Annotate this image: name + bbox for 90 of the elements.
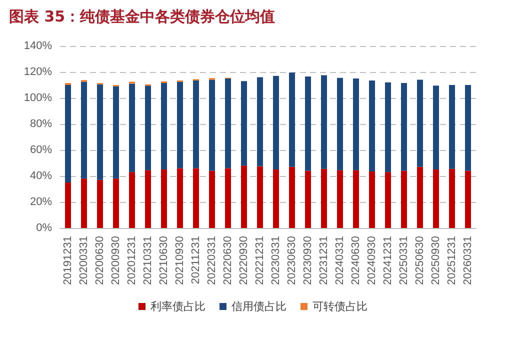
x-tick-label: 20240930: [366, 236, 378, 285]
bar: [81, 178, 87, 228]
bar: [225, 78, 231, 168]
bar: [129, 172, 135, 228]
bar: [193, 168, 199, 228]
bar: [97, 180, 103, 228]
bar: [433, 86, 439, 170]
bar: [129, 84, 135, 172]
bar: [273, 76, 279, 170]
x-tick-label: 20221231: [254, 236, 266, 285]
bar: [385, 172, 391, 228]
x-tick-label: 20230930: [302, 236, 314, 285]
x-tick-label: 20230331: [270, 236, 282, 285]
x-tick-label: 20220630: [222, 236, 234, 285]
bar: [161, 83, 167, 170]
bar: [161, 170, 167, 228]
bar: [385, 82, 391, 172]
x-tick-label: 20200930: [110, 236, 122, 285]
bar: [449, 168, 455, 228]
x-tick-label: 20191231: [62, 236, 74, 285]
bar: [113, 86, 119, 179]
x-tick-label: 20250930: [430, 236, 442, 285]
x-tick-label: 20201231: [126, 236, 138, 285]
legend-label: 信用债占比: [232, 300, 286, 313]
bar: [417, 80, 423, 167]
bar: [321, 168, 327, 228]
x-tick-label: 20250630: [414, 236, 426, 285]
bar: [369, 80, 375, 172]
bar: [145, 86, 151, 170]
x-tick-label: 20231231: [318, 236, 330, 285]
bar: [353, 78, 359, 170]
x-tick-label: 20230630: [286, 236, 298, 285]
x-tick-label: 20240331: [334, 236, 346, 285]
x-tick-label: 20220331: [206, 236, 218, 285]
bar: [337, 78, 343, 170]
bar: [209, 170, 215, 228]
x-tick-label: 20251231: [446, 236, 458, 285]
x-tick-label: 20250331: [398, 236, 410, 285]
y-tick-label: 60%: [30, 144, 52, 156]
x-tick-label: 20260331: [462, 236, 474, 285]
bar: [401, 83, 407, 171]
bar: [81, 82, 87, 179]
y-tick-label: 120%: [24, 66, 52, 78]
legend-label: 利率债占比: [150, 300, 206, 313]
bar: [65, 182, 71, 228]
bar: [321, 75, 327, 169]
chart-title: 图表 35：纯债基金中各类债券仓位均值: [9, 8, 276, 26]
bar: [257, 166, 263, 228]
x-tick-label: 20210630: [158, 236, 170, 285]
bar: [417, 166, 423, 228]
bar: [177, 82, 183, 168]
x-tick-label: 20211231: [190, 236, 202, 284]
bar: [65, 85, 71, 182]
legend-label: 可转债占比: [312, 300, 368, 313]
bar: [257, 77, 263, 166]
bar: [97, 84, 103, 180]
bar: [193, 80, 199, 168]
bar: [369, 171, 375, 228]
y-tick-label: 40%: [30, 170, 52, 182]
bar: [145, 170, 151, 228]
bar: [449, 85, 455, 169]
bar: [273, 170, 279, 228]
bar: [177, 168, 183, 228]
bar: [289, 166, 295, 228]
bar: [305, 170, 311, 228]
bar: [241, 166, 247, 228]
y-tick-label: 100%: [24, 92, 52, 104]
y-tick-label: 0%: [36, 222, 52, 234]
x-tick-label: 20241231: [382, 236, 394, 285]
bar: [305, 76, 311, 171]
x-tick-label: 20200630: [94, 236, 106, 285]
bar: [433, 170, 439, 228]
y-tick-label: 20%: [30, 196, 52, 208]
bar: [113, 178, 119, 228]
x-tick-label: 20240630: [350, 236, 362, 285]
bar: [241, 81, 247, 166]
bar: [289, 72, 295, 167]
y-tick-label: 80%: [30, 118, 52, 130]
bar: [401, 170, 407, 228]
bar: [465, 170, 471, 228]
x-tick-label: 20220930: [238, 236, 250, 285]
bar: [209, 80, 215, 171]
bar: [225, 168, 231, 228]
bar: [465, 85, 471, 171]
bar: [337, 170, 343, 228]
x-tick-label: 20200331: [78, 236, 90, 285]
bar: [353, 170, 359, 228]
y-tick-label: 140%: [24, 40, 52, 52]
x-tick-label: 20210930: [174, 236, 186, 285]
x-tick-label: 20210331: [142, 236, 154, 285]
